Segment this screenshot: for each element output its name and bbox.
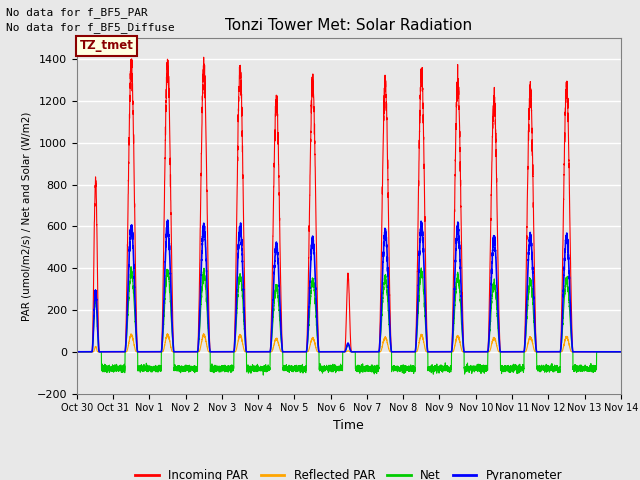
Reflected PAR [470, 349, 478, 355]
Net [588, 365, 595, 371]
Reflected PAR [588, 349, 595, 355]
Reflected PAR [330, 349, 338, 355]
Pyranometer [486, 317, 493, 323]
Y-axis label: PAR (umol/m2/s) / Net and Solar (W/m2): PAR (umol/m2/s) / Net and Solar (W/m2) [21, 111, 31, 321]
Pyranometer [73, 349, 81, 355]
Net [73, 349, 81, 355]
Line: Incoming PAR: Incoming PAR [77, 57, 621, 352]
Text: TZ_tmet: TZ_tmet [79, 39, 133, 52]
Incoming PAR [486, 277, 493, 283]
Legend: Incoming PAR, Reflected PAR, Net, Pyranometer: Incoming PAR, Reflected PAR, Net, Pyrano… [131, 465, 567, 480]
Line: Reflected PAR: Reflected PAR [77, 334, 621, 352]
Incoming PAR [73, 349, 81, 355]
Incoming PAR [258, 349, 266, 355]
Reflected PAR [594, 349, 602, 355]
Text: No data for f_BF5_Diffuse: No data for f_BF5_Diffuse [6, 22, 175, 33]
Reflected PAR [258, 349, 266, 355]
Line: Pyranometer: Pyranometer [77, 220, 621, 352]
Incoming PAR [617, 349, 625, 355]
Pyranometer [594, 349, 602, 355]
Pyranometer [470, 349, 478, 355]
Net [486, 327, 493, 333]
Reflected PAR [486, 348, 493, 354]
Net [259, 372, 267, 378]
Line: Net: Net [77, 267, 621, 375]
Pyranometer [588, 349, 595, 355]
Reflected PAR [164, 331, 172, 337]
Net [127, 264, 135, 270]
Net [258, 364, 266, 370]
Incoming PAR [588, 349, 595, 355]
Incoming PAR [330, 349, 338, 355]
Net [617, 349, 625, 355]
Incoming PAR [470, 349, 478, 355]
Pyranometer [164, 217, 172, 223]
Net [331, 365, 339, 371]
Pyranometer [330, 349, 338, 355]
Reflected PAR [73, 349, 81, 355]
X-axis label: Time: Time [333, 419, 364, 432]
Net [471, 365, 479, 371]
Incoming PAR [594, 349, 602, 355]
Pyranometer [258, 349, 266, 355]
Incoming PAR [200, 54, 207, 60]
Net [594, 349, 602, 355]
Pyranometer [617, 349, 625, 355]
Text: No data for f_BF5_PAR: No data for f_BF5_PAR [6, 7, 148, 18]
Reflected PAR [617, 349, 625, 355]
Title: Tonzi Tower Met: Solar Radiation: Tonzi Tower Met: Solar Radiation [225, 18, 472, 33]
